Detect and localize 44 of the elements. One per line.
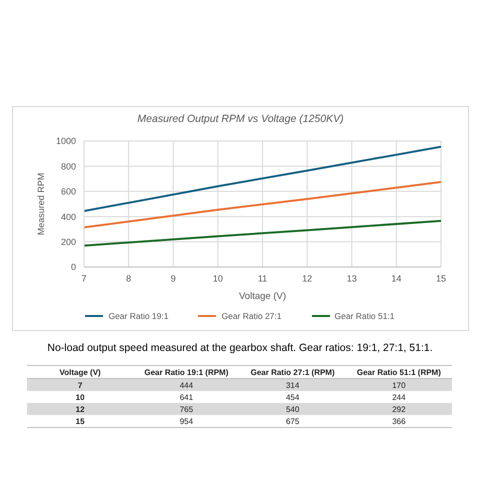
y-tick-label: 15	[76, 416, 85, 426]
chart-title: Measured Output RPM vs Voltage (1250KV)	[137, 113, 344, 125]
x-tick-label: Gear Ratio 51:1 (RPM)	[356, 368, 441, 376]
data-label: 765	[133, 403, 240, 415]
data-label: 366	[346, 415, 452, 428]
y-tick-label: 0	[70, 262, 76, 272]
x-tick-label: 14	[391, 273, 402, 284]
data-label: 454	[240, 391, 346, 403]
x-tick-label: 10	[212, 273, 223, 284]
data-label: 641	[133, 391, 240, 403]
y-axis-title: Voltage (V)	[60, 368, 101, 376]
y-tick-label: 10	[76, 392, 85, 402]
x-tick-label: 13	[346, 273, 357, 284]
x-tick-label: 15	[436, 273, 446, 284]
x-tick-label: 8	[126, 273, 132, 284]
data-label: 954	[133, 415, 240, 428]
legend-label: Gear Ratio 51:1	[334, 311, 395, 321]
data-label: 244	[346, 391, 452, 403]
x-tick-label: 9	[170, 273, 176, 284]
y-tick-label: 800	[60, 161, 76, 172]
y-axis-title: Measured RPM	[36, 172, 46, 236]
data-label: 314	[240, 378, 346, 391]
x-tick-label: Gear Ratio 27:1 (RPM)	[250, 368, 335, 376]
y-tick-label: 600	[60, 186, 76, 197]
x-tick-label: 11	[258, 273, 268, 284]
y-tick-label: 1000	[56, 136, 76, 146]
data-label: 540	[240, 403, 346, 415]
y-tick-label: 12	[76, 404, 85, 414]
line-series	[84, 180, 441, 228]
x-axis-title: Voltage (V)	[239, 291, 286, 302]
y-tick-label: 200	[60, 236, 76, 247]
data-label: 292	[346, 403, 452, 415]
data-label: 675	[240, 415, 346, 428]
y-tick-label: 400	[60, 212, 76, 222]
data-label: 170	[346, 378, 452, 391]
data-label: 444	[133, 378, 240, 391]
legend-label: Gear Ratio 19:1	[108, 311, 168, 321]
x-tick-label: 12	[302, 273, 312, 284]
y-tick-label: 7	[78, 380, 82, 390]
text: No-load output speed measured at the gearbox shaft. Gear ratios: 19:1, 27:1, 51:1.	[47, 342, 433, 354]
line-series	[84, 220, 441, 247]
x-tick-label: Gear Ratio 19:1 (RPM)	[144, 368, 228, 376]
legend-label: Gear Ratio 27:1	[221, 311, 282, 321]
line-series	[84, 146, 441, 212]
